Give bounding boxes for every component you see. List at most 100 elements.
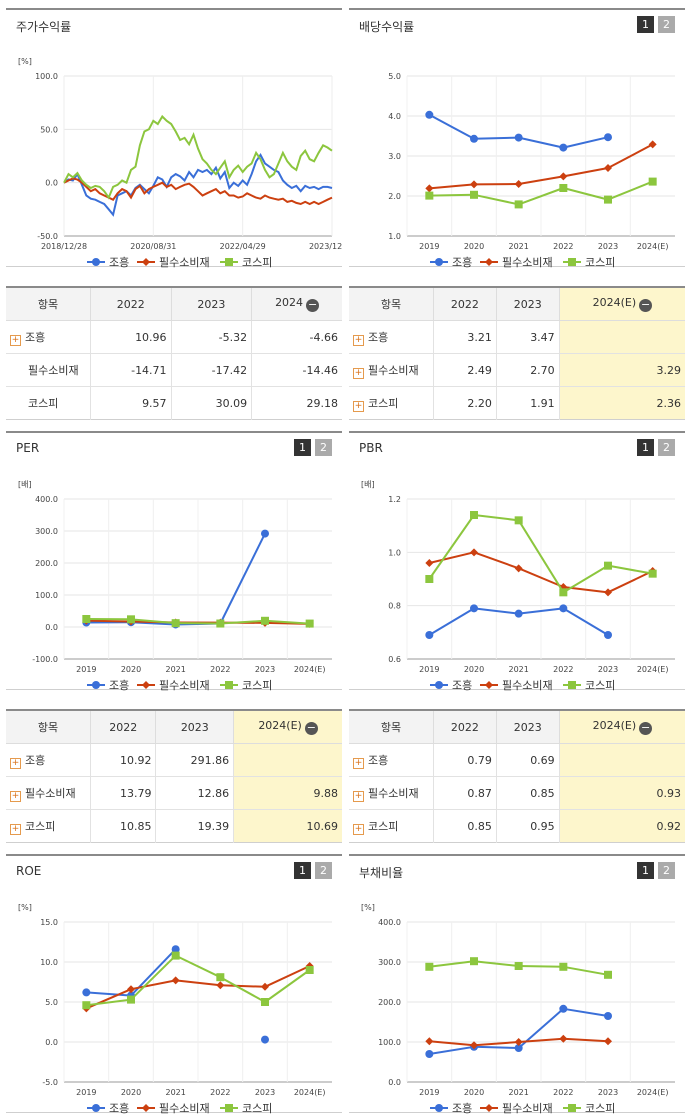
cell: 0.69 (495, 743, 560, 777)
page-1-button[interactable]: 1 (637, 439, 654, 456)
x-tick-label: 2023 (255, 665, 275, 674)
page-2-button[interactable]: 2 (658, 16, 675, 33)
legend-label: 코스피 (585, 256, 615, 268)
series-line (63, 152, 333, 217)
x-tick-label: 2023 (255, 1088, 275, 1097)
expand-icon[interactable]: + (10, 757, 21, 769)
x-tick-label: 2020 (121, 1088, 141, 1097)
cell: 3.29 (558, 353, 685, 387)
data-point (261, 616, 269, 625)
series-line (86, 998, 132, 1007)
series-line (563, 1007, 609, 1017)
cell (558, 743, 685, 777)
page-2-button[interactable]: 2 (658, 439, 675, 456)
header-2023: 2023 (495, 710, 560, 744)
legend-label: 조흥 (109, 255, 129, 268)
header-item: 항목 (6, 710, 91, 744)
y-tick-label: 1.0 (388, 232, 401, 241)
series-line (429, 193, 475, 197)
cell: -14.71 (90, 353, 172, 387)
data-point (225, 1104, 233, 1112)
expand-icon[interactable]: + (353, 367, 364, 379)
series-line (429, 1045, 475, 1055)
data-point (604, 1037, 612, 1046)
data-point (171, 976, 180, 985)
data-point (604, 133, 612, 142)
collapse-icon[interactable]: − (639, 721, 653, 735)
collapse-icon[interactable]: − (639, 298, 653, 312)
expand-icon[interactable]: + (353, 400, 364, 412)
row-label: + 조흥 (349, 320, 434, 354)
header-2024-label: 2024 (275, 296, 304, 309)
page-2-button[interactable]: 2 (315, 439, 332, 456)
row-label: + 코스피 (6, 810, 91, 843)
cell: 0.87 (433, 776, 497, 810)
data-point (142, 1104, 150, 1112)
y-tick-label: 0.6 (388, 655, 401, 664)
cell: 0.79 (433, 743, 497, 777)
data-point (305, 966, 314, 974)
x-tick-label: 2023/12/28 (309, 242, 342, 251)
data-point (604, 561, 612, 570)
data-point (514, 1044, 523, 1052)
expand-icon[interactable]: + (353, 334, 364, 346)
collapse-icon[interactable]: − (306, 298, 320, 312)
expand-icon[interactable]: + (353, 823, 364, 835)
cell: 9.57 (90, 386, 172, 420)
pbr-panel: PBR 1 2 [배] 1.2 1.0 0.8 0.6 2019 2020 2021 2022 2… (349, 431, 685, 691)
data-point (604, 164, 612, 172)
page-1-button[interactable]: 1 (294, 862, 311, 879)
expand-icon[interactable]: + (10, 823, 21, 835)
data-point (225, 681, 233, 689)
data-point (425, 559, 434, 567)
page-1-button[interactable]: 1 (294, 439, 311, 456)
pager: 1 2 (637, 862, 675, 879)
y-tick-label: -50.0 (37, 232, 58, 241)
expand-icon[interactable]: + (10, 790, 21, 802)
data-point (127, 615, 135, 624)
page-1-button[interactable]: 1 (637, 16, 654, 33)
collapse-icon[interactable]: − (304, 721, 318, 735)
series-line (473, 193, 519, 206)
data-point (92, 681, 100, 689)
legend-label: 조흥 (452, 1101, 472, 1114)
cell: 0.85 (433, 809, 497, 843)
page-1-button[interactable]: 1 (637, 862, 654, 879)
expand-icon[interactable]: + (10, 334, 21, 346)
data-point (261, 529, 269, 538)
header-2024e-label: 2024(E) (258, 719, 302, 732)
expand-icon[interactable]: + (353, 790, 364, 802)
y-tick-label: 15.0 (40, 918, 58, 927)
header-2023: 2023 (170, 287, 252, 321)
series-line (473, 1041, 519, 1047)
series-line (518, 607, 564, 615)
series-line (563, 1037, 609, 1043)
y-tick-label: 1.0 (388, 548, 401, 557)
x-tick-label: 2022 (553, 242, 573, 251)
legend-label: 필수소비재 (502, 256, 553, 268)
page-2-button[interactable]: 2 (658, 862, 675, 879)
y-tick-label: 0.0 (388, 1078, 401, 1087)
page-2-button[interactable]: 2 (315, 862, 332, 879)
expand-icon[interactable]: + (353, 757, 364, 769)
series-line (428, 607, 475, 636)
panel-title: PBR (359, 441, 383, 455)
data-point (559, 588, 568, 597)
panel-title: 배당수익률 (359, 20, 415, 34)
row-label-text: 조흥 (368, 753, 389, 767)
cell: 2.70 (495, 353, 560, 387)
legend-label: 필수소비재 (159, 1102, 210, 1114)
series-line (562, 607, 609, 636)
cell: 291.86 (155, 743, 234, 777)
data-point (425, 962, 434, 971)
unit-label: [배] (361, 480, 375, 489)
cell: 9.88 (233, 776, 342, 810)
header-2022: 2022 (90, 287, 172, 321)
per-panel: PER 1 2 [배] 400.0 300.0 200.0 100.0 0.0 -100.0… (6, 431, 342, 691)
data-point (648, 140, 657, 149)
row-label-text: 조흥 (368, 330, 389, 344)
y-tick-label: 4.0 (388, 112, 401, 121)
x-tick-label: 2022 (210, 665, 230, 674)
data-point (142, 681, 150, 689)
panel-title: 주가수익률 (16, 20, 72, 34)
